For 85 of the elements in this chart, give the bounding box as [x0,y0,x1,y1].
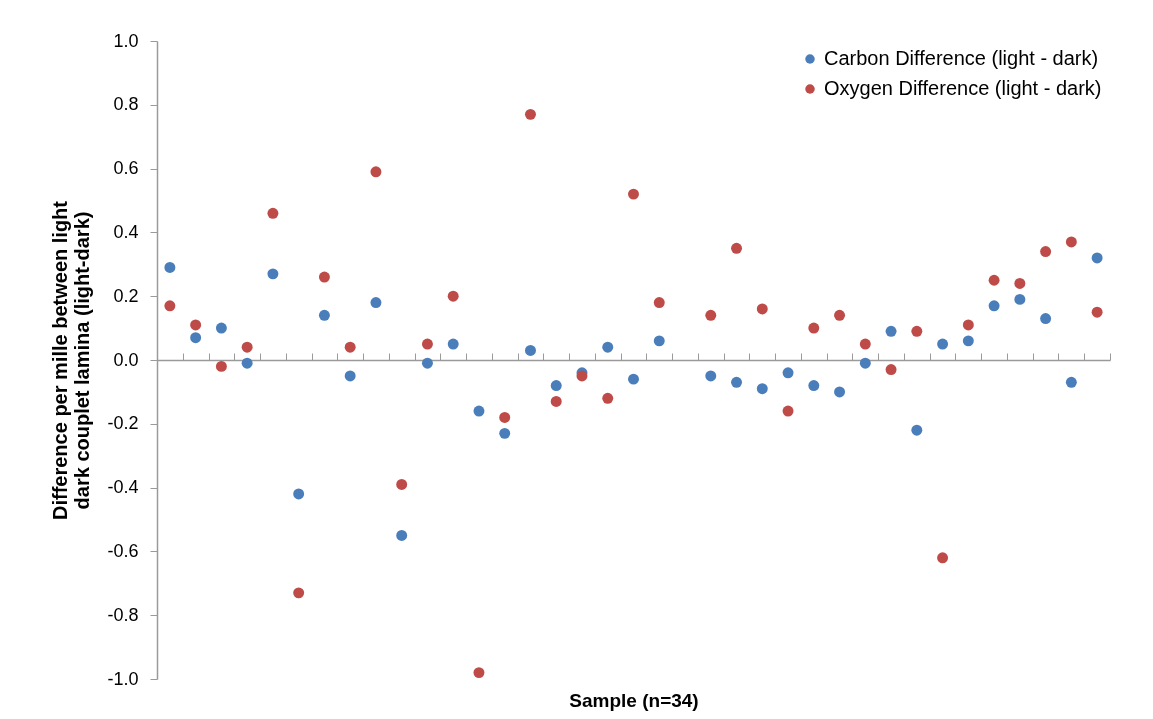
point [937,552,949,564]
point [1040,313,1052,324]
point [756,303,768,315]
point [859,338,871,350]
point [988,300,1000,312]
point [653,335,665,347]
point [318,271,330,283]
point [628,373,639,385]
point [525,108,536,120]
y-tick-label: 0.0 [113,349,139,370]
point [344,341,356,353]
point [1014,293,1026,305]
point [241,357,253,369]
point [1014,277,1026,289]
point [834,386,846,398]
point [911,424,923,436]
point [962,335,974,347]
point [293,587,305,599]
point [653,297,665,309]
y-tick-label: -0.4 [107,477,139,498]
point [1091,252,1103,264]
point [1065,236,1077,248]
point [318,309,330,321]
point [885,325,897,337]
point [293,488,305,500]
point [190,332,202,344]
x-axis-title: Sample (n=34) [569,689,699,711]
point [499,427,511,439]
point [344,370,356,382]
point [808,322,820,334]
point [421,338,433,350]
y-tick-label: -0.2 [107,413,139,434]
point [782,367,794,379]
point [525,344,536,356]
y-tick-label: 1.0 [113,30,139,51]
point [267,268,279,280]
point [164,300,176,312]
point [1065,376,1077,388]
point [962,319,974,331]
point [705,309,717,321]
y-tick-label: -1.0 [107,668,139,689]
point [447,290,459,302]
point [447,338,459,350]
point [808,380,820,391]
y-tick-label: 0.8 [113,94,139,115]
point [370,297,382,309]
y-tick-label: 0.6 [113,158,139,179]
point [190,319,202,331]
point [421,357,433,369]
point [1040,246,1052,258]
point [782,405,794,417]
point [396,478,408,490]
point [834,309,846,321]
point [164,262,176,273]
y-tick-label: 0.2 [113,285,139,306]
y-tick-label: -0.8 [107,604,139,625]
point [988,274,1000,286]
point [885,364,897,376]
point [267,207,279,219]
point [602,392,614,404]
point [911,325,923,337]
point [550,396,562,407]
point [550,380,562,391]
point [473,405,485,417]
point [370,166,382,178]
y-axis-title: Difference per mille between light dark couplet lamina (light-dark) [49,200,94,520]
point [396,529,408,541]
legend-label: Oxygen Difference (light - dark) [824,77,1102,99]
point [602,341,614,353]
legend-label: Carbon Difference (light - dark) [824,47,1099,69]
y-tick-label: -0.6 [107,540,139,561]
point [731,242,742,254]
point [937,338,949,350]
point [628,188,639,200]
point [731,376,742,388]
point [756,383,768,395]
point [241,341,253,353]
point [215,360,227,372]
y-tick-label: 0.4 [113,221,139,242]
point [499,411,511,423]
point [859,357,871,369]
point [473,667,485,679]
point [215,322,227,334]
point [705,370,717,382]
point [1091,306,1103,318]
